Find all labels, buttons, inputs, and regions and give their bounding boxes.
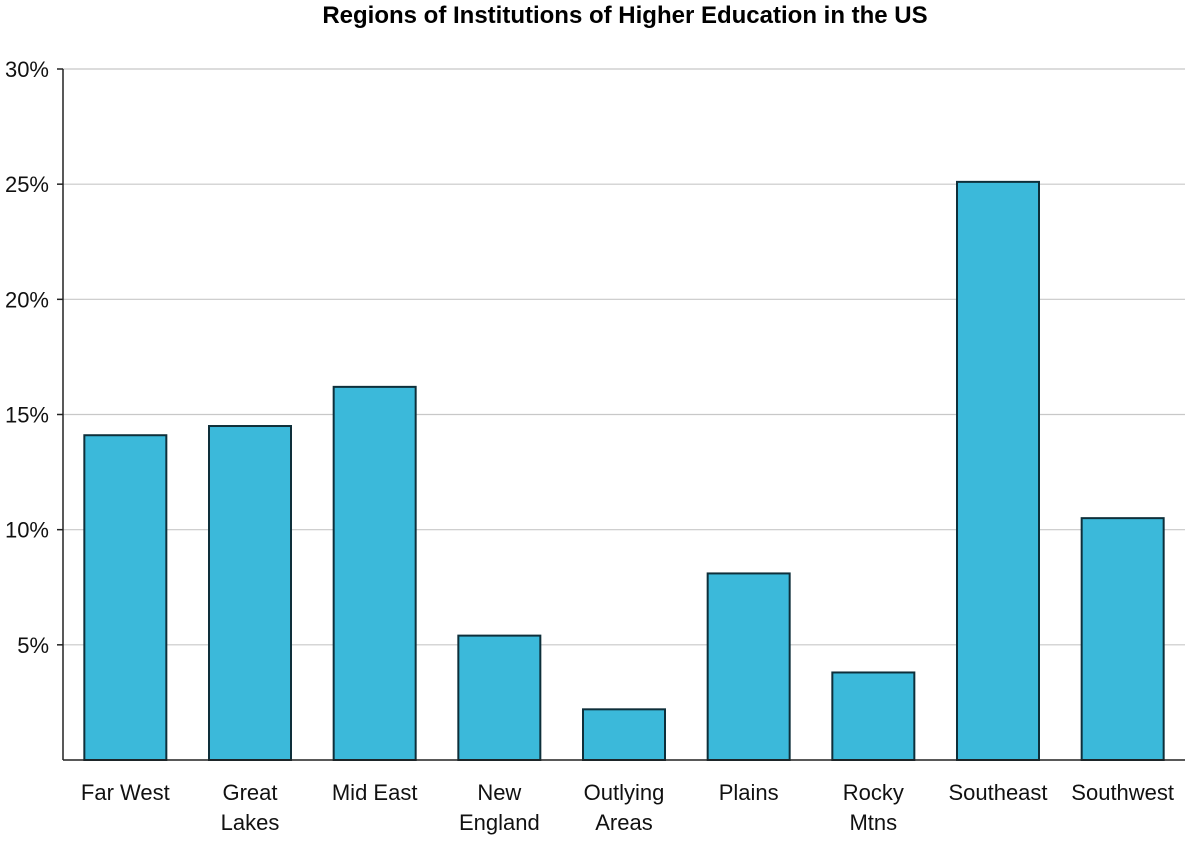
bar — [956, 180, 1040, 761]
x-tick-label: Southwest — [1071, 780, 1174, 805]
x-tick-label: Far West — [81, 780, 170, 805]
bar — [457, 634, 542, 761]
bar — [1080, 517, 1165, 762]
bar — [83, 434, 168, 761]
bar — [831, 671, 916, 761]
axis-labels: 5% 10% 15% 20% 25% 30% Far West Great Lakes Mid E… — [5, 57, 1174, 835]
x-tick-label: Southeast — [948, 780, 1047, 805]
y-tick-label: 10% — [5, 518, 49, 543]
bars — [83, 180, 1165, 762]
y-tick-label: 30% — [5, 57, 49, 82]
y-tick-label: 5% — [17, 633, 49, 658]
y-tick-label: 20% — [5, 287, 49, 312]
bar — [332, 385, 417, 761]
bar — [706, 572, 791, 761]
x-tick-label: Mid East — [332, 780, 418, 805]
x-tick-label: Plains — [719, 780, 779, 805]
bar — [208, 425, 292, 761]
bar — [582, 708, 666, 761]
y-tick-label: 15% — [5, 403, 49, 428]
x-tick-label: New England — [459, 780, 540, 835]
chart-title: Regions of Institutions of Higher Educat… — [322, 2, 928, 29]
y-tick-label: 25% — [5, 172, 49, 197]
x-tick-label: Outlying Areas — [584, 780, 665, 835]
x-tick-label: Great Lakes — [221, 780, 280, 835]
x-tick-label: Rocky Mtns — [843, 780, 904, 835]
axes — [57, 68, 1185, 761]
